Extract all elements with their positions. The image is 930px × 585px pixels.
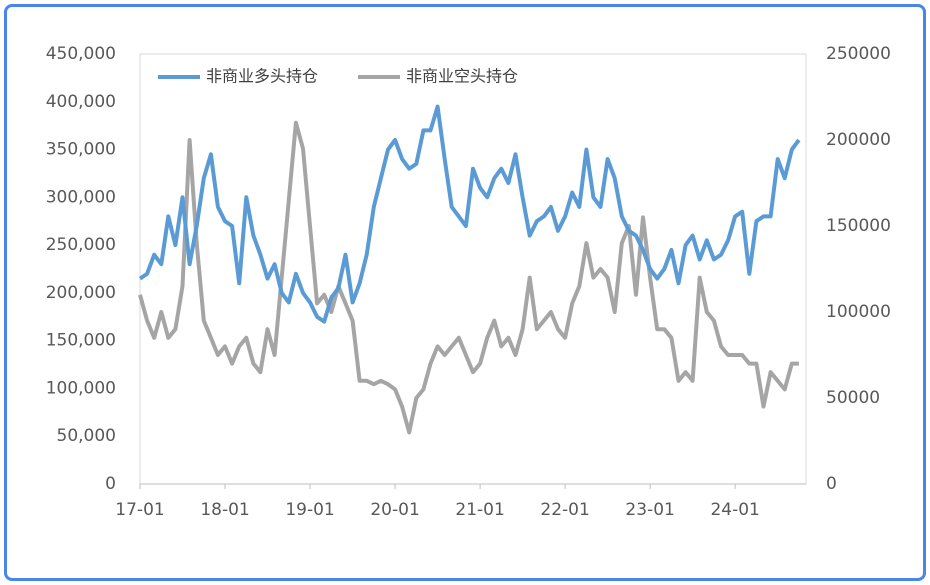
series-line	[138, 104, 801, 324]
y-tick-label: 100,000	[46, 378, 116, 398]
y-tick-label: 350,000	[46, 140, 116, 160]
legend-label: 非商业多头持仓	[206, 67, 318, 86]
x-tick-label: 24-01	[710, 500, 759, 520]
y-tick-label: 450,000	[46, 44, 116, 64]
y2-tick-label: 200000	[826, 130, 891, 150]
page-frame	[4, 4, 926, 581]
x-tick-label: 21-01	[455, 500, 504, 520]
y2-tick-label: 0	[826, 474, 837, 494]
y-tick-label: 150,000	[46, 331, 116, 351]
x-tick-label: 23-01	[625, 500, 674, 520]
y2-tick-label: 250000	[826, 44, 891, 64]
x-tick-label: 18-01	[200, 500, 249, 520]
x-tick-label: 17-01	[115, 500, 164, 520]
legend-label: 非商业空头持仓	[406, 67, 518, 86]
y-tick-label: 50,000	[57, 426, 116, 446]
y-tick-label: 200,000	[46, 283, 116, 303]
x-tick-label: 20-01	[370, 500, 419, 520]
x-tick-label: 22-01	[540, 500, 589, 520]
legend: 非商业多头持仓 非商业空头持仓	[158, 67, 518, 86]
x-tick-label: 19-01	[285, 500, 334, 520]
y2-tick-label: 100000	[826, 302, 891, 322]
series-line	[138, 120, 799, 435]
y-tick-label: 300,000	[46, 187, 116, 207]
y2-tick-label: 150000	[826, 216, 891, 236]
y-tick-label: 0	[105, 474, 116, 494]
y2-tick-label: 50000	[826, 388, 880, 408]
y-tick-label: 400,000	[46, 92, 116, 112]
y-tick-label: 250,000	[46, 235, 116, 255]
